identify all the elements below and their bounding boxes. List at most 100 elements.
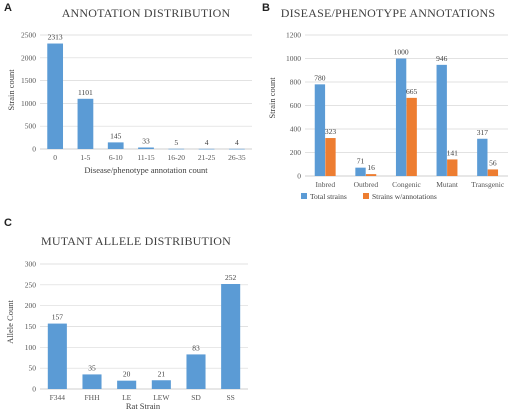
- y-tick-label: 2500: [21, 31, 36, 40]
- bar-ss-value: [221, 284, 241, 389]
- bar-congenic-total-strains: [395, 58, 407, 176]
- x-tick-label-le: LE: [122, 393, 132, 402]
- x-tick-label-11-15: 11-15: [137, 153, 154, 162]
- bar-transgenic-total-strains: [477, 138, 488, 176]
- bar-11-15-value: [138, 147, 154, 149]
- x-tick-label-fhh: FHH: [84, 393, 100, 402]
- x-tick-label-ss: SS: [226, 393, 234, 402]
- data-label-sd-value: 83: [192, 343, 200, 352]
- y-tick-label: 0: [297, 172, 301, 181]
- data-label-6-10-value: 145: [110, 131, 122, 140]
- y-tick-label: 400: [290, 125, 302, 134]
- data-label-mutant-strains-w-annotations: 141: [447, 148, 459, 157]
- x-tick-label-6-10: 6-10: [109, 153, 123, 162]
- x-axis-label: Rat Strain: [126, 401, 161, 411]
- y-tick-label: 200: [290, 148, 302, 157]
- data-label-f344-value: 157: [52, 313, 64, 322]
- chart-mutant-allele-distribution: MUTANT ALLELE DISTRIBUTION Allele Count …: [5, 234, 248, 411]
- bar-mutant-strains-w-annotations: [447, 159, 458, 176]
- y-axis-label: Allele Count: [5, 300, 15, 344]
- bar-fhh-value: [82, 374, 102, 389]
- bar-congenic-strains-w-annotations: [406, 97, 417, 176]
- chart-title: DISEASE/PHENOTYPE ANNOTATIONS: [281, 6, 496, 20]
- y-tick-label: 800: [290, 78, 302, 87]
- data-label-congenic-strains-w-annotations: 665: [406, 87, 418, 96]
- y-tick-label: 1500: [21, 76, 36, 85]
- x-tick-label-inbred: Inbred: [316, 180, 336, 189]
- data-label-ss-value: 252: [225, 273, 237, 282]
- y-tick-label: 100: [25, 343, 37, 352]
- x-tick-label-mutant: Mutant: [436, 180, 459, 189]
- data-label-inbred-strains-w-annotations: 323: [325, 127, 337, 136]
- x-tick-label-1-5: 1-5: [80, 153, 90, 162]
- x-tick-label-transgenic: Transgenic: [471, 180, 505, 189]
- data-label-mutant-total-strains: 946: [436, 54, 448, 63]
- data-label-0-value: 2313: [48, 33, 63, 42]
- data-label-fhh-value: 35: [88, 363, 96, 372]
- x-tick-label-outbred: Outbred: [354, 180, 379, 189]
- bar-6-10-value: [107, 142, 124, 149]
- bar-1-5-value: [77, 98, 94, 149]
- legend-swatch-total-strains: [301, 193, 307, 199]
- data-label-le-value: 20: [123, 370, 131, 379]
- x-tick-label-lew: LEW: [153, 393, 170, 402]
- x-tick-label-sd: SD: [191, 393, 201, 402]
- data-label-1-5-value: 1101: [78, 88, 93, 97]
- bar-mutant-total-strains: [436, 64, 447, 176]
- y-tick-label: 300: [25, 260, 37, 269]
- data-label-21-25-value: 4: [205, 138, 209, 147]
- y-tick-label: 0: [32, 385, 36, 394]
- bar-inbred-total-strains: [314, 84, 326, 176]
- data-label-outbred-strains-w-annotations: 16: [367, 163, 375, 172]
- x-tick-label-0: 0: [53, 153, 57, 162]
- legend-label-total-strains: Total strains: [310, 192, 347, 201]
- chart-title: ANNOTATION DISTRIBUTION: [62, 6, 231, 20]
- data-label-inbred-total-strains: 780: [314, 73, 326, 82]
- data-label-transgenic-total-strains: 317: [477, 128, 489, 137]
- bar-transgenic-strains-w-annotations: [487, 169, 499, 176]
- panel-letter-c: C: [4, 217, 12, 229]
- x-tick-label-f344: F344: [50, 393, 66, 402]
- data-label-congenic-total-strains: 1000: [394, 48, 409, 57]
- x-axis-label: Disease/phenotype annotation count: [84, 165, 208, 175]
- bar-16-20-value: [168, 148, 185, 150]
- y-tick-label: 200: [25, 301, 37, 310]
- y-axis-label: Strain count: [6, 69, 16, 111]
- legend: Total strains Strains w/annotations: [301, 192, 437, 201]
- bar-le-value: [117, 380, 137, 389]
- bar-lew-value: [151, 380, 171, 389]
- x-tick-label-congenic: Congenic: [392, 180, 421, 189]
- y-tick-label: 500: [25, 122, 37, 131]
- x-tick-label-16-20: 16-20: [168, 153, 186, 162]
- x-tick-label-21-25: 21-25: [198, 153, 216, 162]
- y-tick-label: 2000: [21, 53, 36, 62]
- bar-f344-value: [47, 323, 67, 389]
- bar-0-value: [47, 43, 64, 149]
- data-label-11-15-value: 33: [142, 136, 150, 145]
- data-label-26-35-value: 4: [235, 138, 239, 147]
- y-tick-label: 0: [32, 145, 36, 154]
- y-tick-label: 1000: [286, 54, 301, 63]
- chart-disease-phenotype-annotations: DISEASE/PHENOTYPE ANNOTATIONS Strain cou…: [267, 6, 508, 201]
- chart-annotation-distribution: ANNOTATION DISTRIBUTION Strain count Dis…: [6, 6, 252, 175]
- y-axis-label: Strain count: [267, 77, 277, 119]
- y-tick-label: 1000: [21, 99, 36, 108]
- data-label-lew-value: 21: [158, 369, 166, 378]
- data-label-16-20-value: 5: [174, 138, 178, 147]
- bar-outbred-strains-w-annotations: [365, 174, 377, 176]
- bar-21-25-value: [198, 148, 215, 150]
- chart-title: MUTANT ALLELE DISTRIBUTION: [41, 234, 231, 248]
- legend-swatch-strains-w-annotations: [363, 193, 369, 199]
- bar-outbred-total-strains: [355, 167, 366, 176]
- y-tick-label: 1200: [286, 31, 301, 40]
- bar-26-35-value: [228, 148, 245, 150]
- panel-letter-b: B: [262, 2, 270, 14]
- y-tick-label: 150: [25, 322, 37, 331]
- y-tick-label: 250: [25, 280, 37, 289]
- legend-label-strains-w-annotations: Strains w/annotations: [372, 192, 437, 201]
- y-tick-label: 50: [29, 364, 37, 373]
- x-tick-label-26-35: 26-35: [228, 153, 246, 162]
- y-tick-label: 600: [290, 101, 302, 110]
- panel-letter-a: A: [4, 2, 12, 14]
